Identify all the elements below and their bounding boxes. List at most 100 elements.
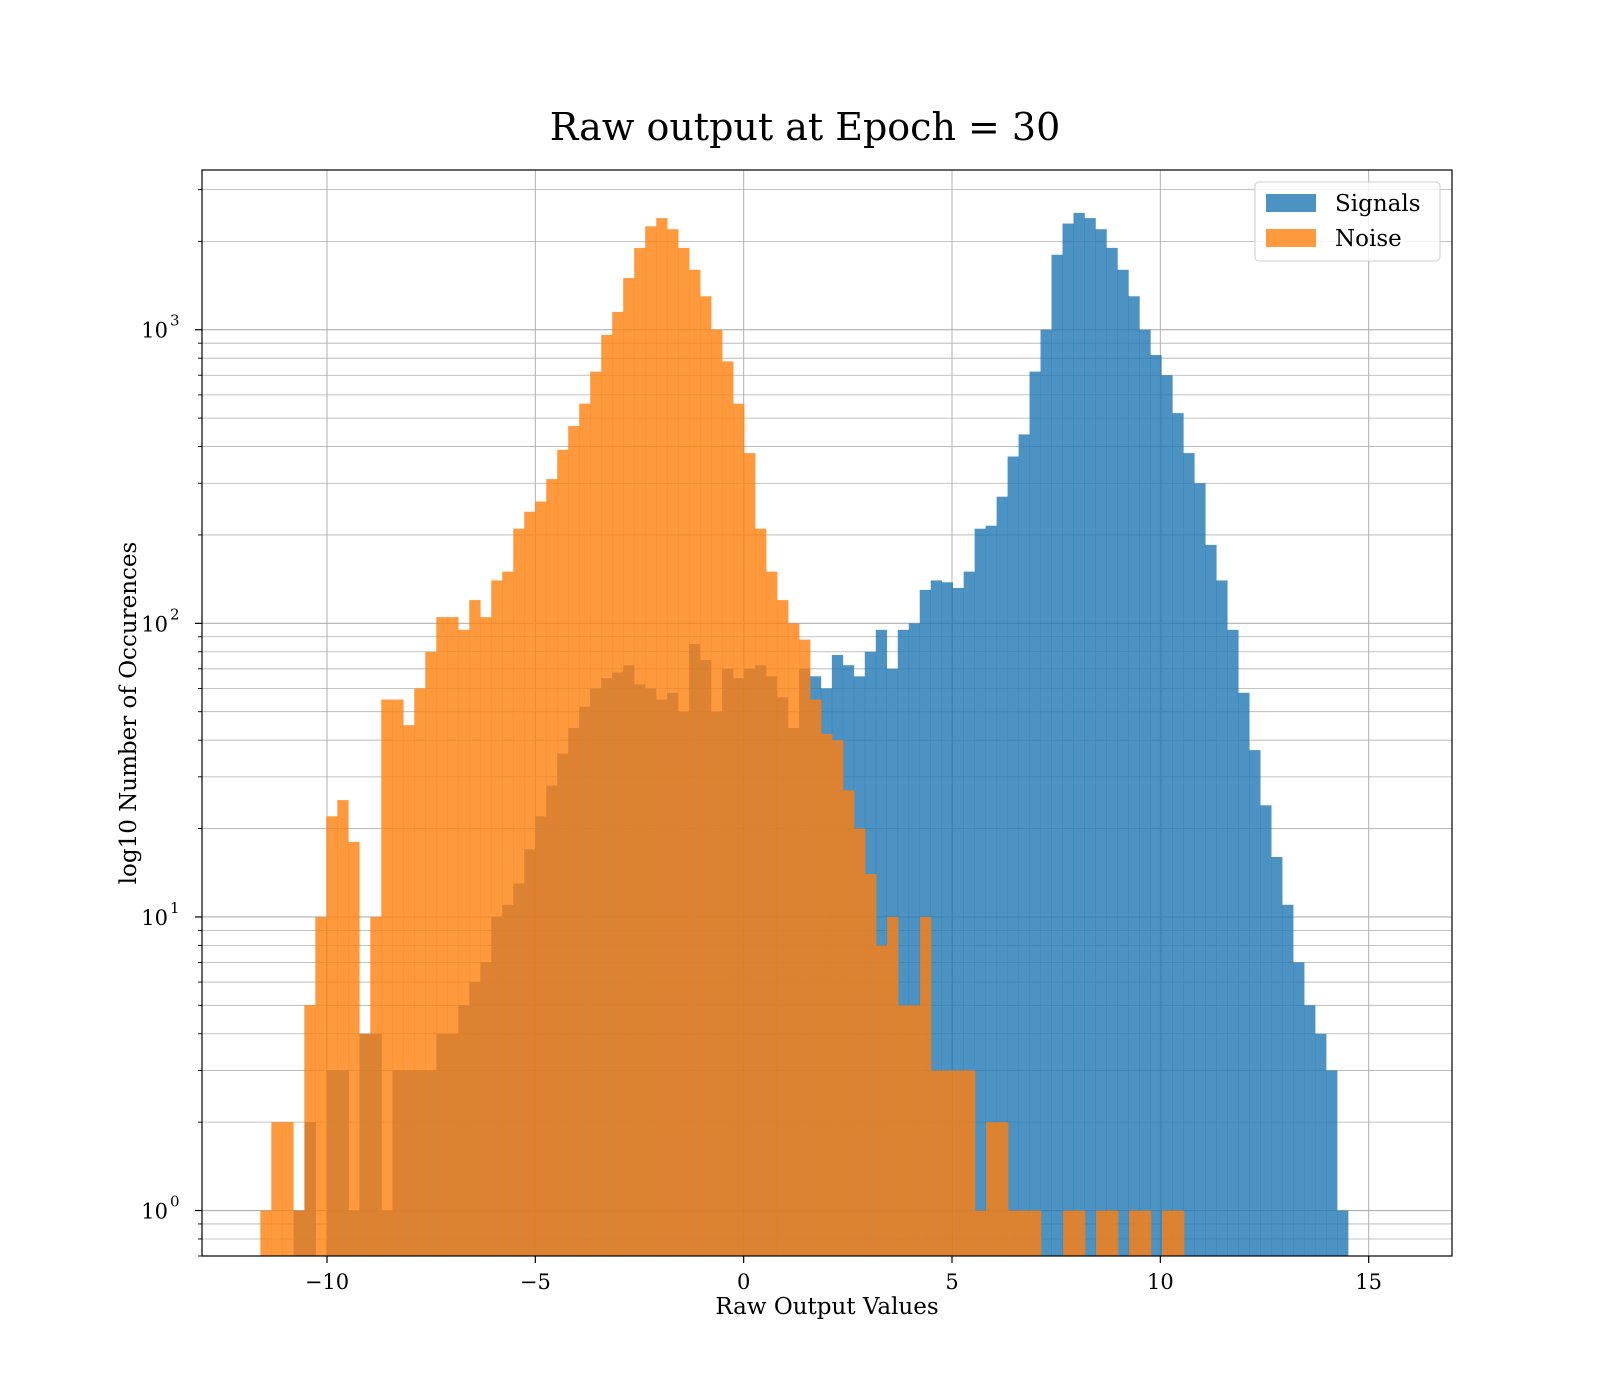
bar-noise — [821, 734, 832, 1256]
y-axis-label: log10 Number of Occurences — [116, 542, 142, 885]
x-tick-label: 0 — [737, 1270, 750, 1294]
y-tick-exponent: 1 — [170, 899, 180, 917]
bar-signals — [1172, 413, 1183, 1256]
bar-noise — [964, 1070, 975, 1256]
bar-signals — [1205, 545, 1216, 1256]
bar-noise — [832, 740, 843, 1256]
bar-signals — [1227, 630, 1238, 1256]
bar-signals — [1249, 750, 1260, 1256]
bar-noise — [733, 404, 744, 1256]
y-tick-label: 10 — [141, 612, 168, 636]
bar-noise — [1129, 1211, 1140, 1256]
bar-noise — [370, 917, 381, 1256]
bar-noise — [381, 700, 392, 1256]
bar-signals — [1194, 483, 1205, 1256]
bar-noise — [656, 218, 667, 1256]
bar-signals — [1073, 213, 1084, 1256]
bar-signals — [1063, 224, 1074, 1256]
bar-noise — [1030, 1211, 1041, 1256]
bar-signals — [1216, 580, 1227, 1256]
bar-noise — [546, 479, 557, 1256]
bar-signals — [1161, 375, 1172, 1256]
bar-noise — [359, 1034, 370, 1256]
bar-noise — [854, 829, 865, 1256]
chart-title: Raw output at Epoch = 30 — [550, 105, 1061, 149]
legend-label-signals: Signals — [1335, 191, 1421, 217]
bar-signals — [1052, 255, 1063, 1256]
bar-noise — [810, 700, 821, 1256]
bar-noise — [645, 226, 656, 1256]
bar-noise — [535, 501, 546, 1256]
bar-noise — [1162, 1211, 1173, 1256]
bar-noise — [1173, 1211, 1184, 1256]
bar-signals — [1238, 693, 1249, 1256]
bar-signals — [1260, 805, 1271, 1256]
bar-noise — [799, 640, 810, 1256]
x-tick-label: 5 — [945, 1270, 958, 1294]
bar-noise — [1107, 1211, 1118, 1256]
bar-signals — [1030, 372, 1041, 1256]
bar-noise — [260, 1211, 271, 1256]
bar-signals — [1139, 330, 1150, 1256]
bar-noise — [524, 512, 535, 1256]
y-tick-exponent: 0 — [170, 1193, 180, 1211]
bar-noise — [403, 725, 414, 1256]
bar-noise — [425, 652, 436, 1256]
bar-noise — [513, 529, 524, 1256]
bar-signals — [1337, 1211, 1348, 1256]
x-tick-label: −5 — [520, 1270, 551, 1294]
y-tick-label: 10 — [141, 1200, 168, 1224]
bar-signals — [1326, 1070, 1337, 1256]
bar-signals — [1117, 270, 1128, 1256]
bar-noise — [634, 248, 645, 1256]
bar-noise — [557, 450, 568, 1256]
bar-signals — [1095, 229, 1106, 1256]
bar-noise — [414, 688, 425, 1256]
bar-noise — [304, 1005, 315, 1256]
y-tick-exponent: 2 — [170, 605, 180, 623]
bar-noise — [689, 270, 700, 1256]
bar-noise — [997, 1122, 1008, 1256]
bar-noise — [843, 790, 854, 1256]
bar-noise — [1019, 1211, 1030, 1256]
bar-signals — [975, 529, 986, 1256]
y-tick-exponent: 3 — [170, 312, 180, 330]
bar-noise — [590, 372, 601, 1256]
bar-signals — [1084, 218, 1095, 1256]
y-tick-label: 10 — [141, 906, 168, 930]
bar-noise — [744, 453, 755, 1256]
bar-noise — [667, 229, 678, 1256]
x-tick-label: 10 — [1147, 1270, 1174, 1294]
legend-swatch-signals — [1266, 194, 1316, 212]
bar-noise — [1008, 1211, 1019, 1256]
bar-noise — [700, 296, 711, 1256]
bar-noise — [601, 335, 612, 1256]
x-axis-label: Raw Output Values — [715, 1294, 938, 1320]
y-tick-label: 10 — [141, 319, 168, 343]
bar-signals — [1315, 1034, 1326, 1256]
bar-signals — [1008, 457, 1019, 1256]
bar-noise — [392, 700, 403, 1256]
bar-noise — [1140, 1211, 1151, 1256]
bar-noise — [315, 917, 326, 1256]
bar-signals — [1282, 905, 1293, 1256]
bar-noise — [568, 426, 579, 1256]
bar-noise — [502, 572, 513, 1256]
bar-noise — [876, 945, 887, 1256]
bar-noise — [711, 330, 722, 1256]
bar-noise — [777, 600, 788, 1256]
bar-noise — [326, 816, 337, 1256]
bar-noise — [348, 842, 359, 1256]
bar-signals — [1293, 962, 1304, 1256]
bar-noise — [623, 278, 634, 1256]
bar-noise — [755, 529, 766, 1256]
bar-noise — [480, 617, 491, 1256]
legend-label-noise: Noise — [1335, 226, 1402, 252]
legend: Signals Noise — [1255, 182, 1440, 261]
bar-noise — [865, 874, 876, 1256]
bar-signals — [1128, 296, 1139, 1256]
bar-noise — [788, 623, 799, 1256]
bar-noise — [887, 917, 898, 1256]
bar-noise — [942, 1070, 953, 1256]
bar-noise — [975, 1211, 986, 1256]
